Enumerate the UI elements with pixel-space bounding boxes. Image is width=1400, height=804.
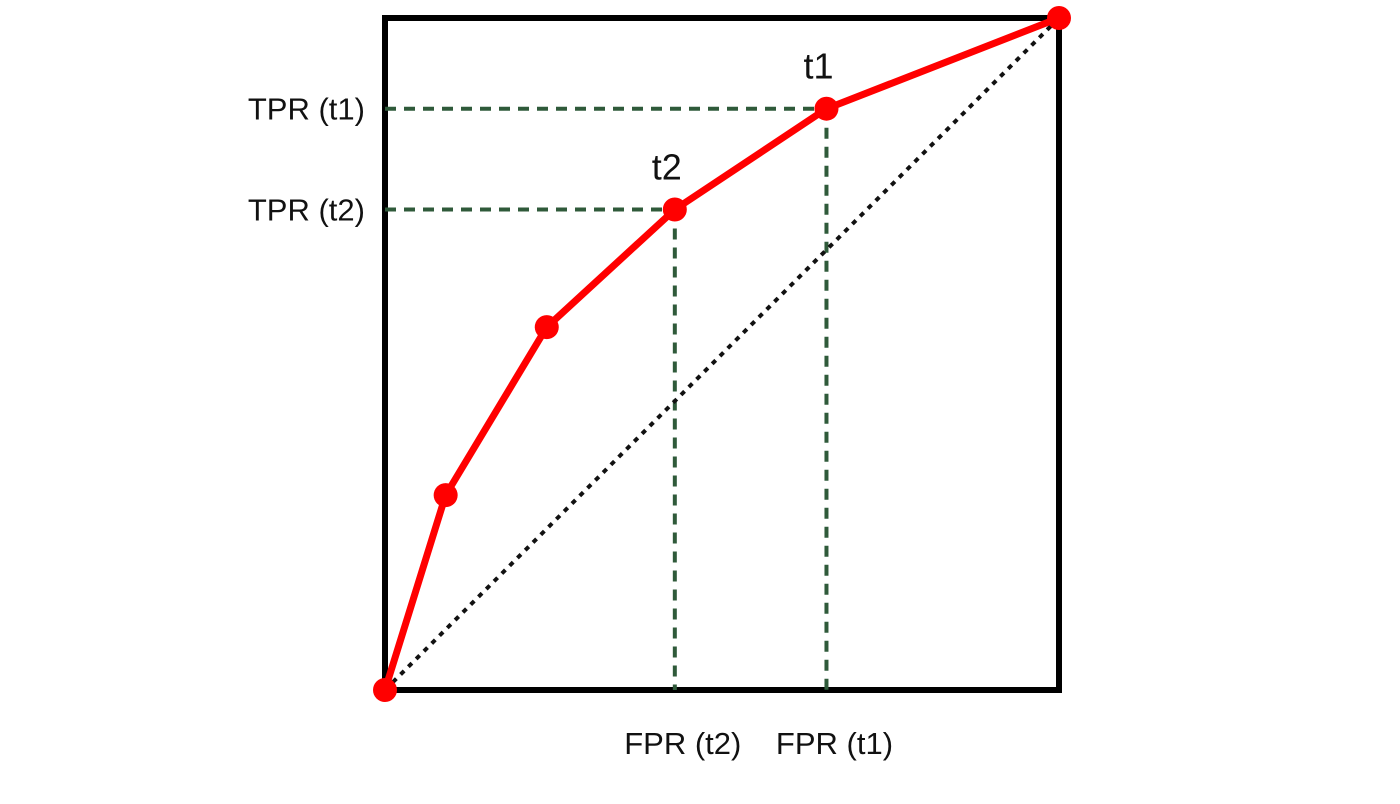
threshold-labels: TPR (t1) FPR (t1) t1 TPR (t2) FPR (t2) t2: [248, 46, 893, 761]
roc-point-3: [662, 197, 687, 222]
roc-point-4: [814, 96, 839, 121]
diagonal-line: [383, 16, 1061, 692]
plot-frame: [382, 15, 1062, 693]
roc-point-1: [433, 483, 458, 508]
roc-curve: [381, 14, 1063, 694]
roc-points: [373, 6, 1071, 702]
tpr-label-t2: TPR (t2): [248, 193, 365, 228]
fpr-label-t2: FPR (t2): [624, 726, 741, 761]
roc-point-5: [1047, 6, 1071, 30]
roc-point-0: [373, 678, 397, 702]
tpr-label-t1: TPR (t1): [248, 92, 365, 127]
threshold-point-label-t2: t2: [652, 147, 682, 188]
roc-point-2: [534, 315, 559, 340]
roc-curve-line: [381, 14, 1063, 694]
fpr-label-t1: FPR (t1): [776, 726, 893, 761]
diagonal-reference: [383, 16, 1061, 692]
guide-lines: [385, 106, 829, 690]
threshold-point-label-t1: t1: [803, 46, 833, 87]
